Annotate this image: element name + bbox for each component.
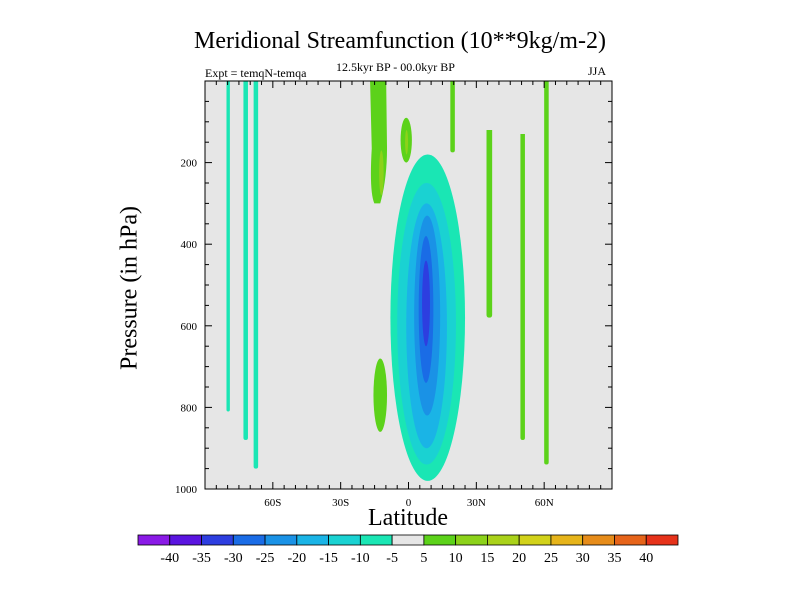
x-tick-label: 60N <box>535 497 554 509</box>
colorbar-swatch <box>487 534 520 546</box>
colorbar-swatch <box>645 534 679 546</box>
colorbar-swatch <box>518 534 552 546</box>
colorbar-label: 15 <box>480 551 494 566</box>
colorbar-label: 20 <box>512 551 526 566</box>
contour-region-11-level-5 <box>544 81 549 465</box>
colorbar-label: 40 <box>639 551 653 566</box>
colorbar-swatch <box>455 534 488 546</box>
colorbar-swatch <box>328 534 361 546</box>
contour-region-4-level-10 <box>379 150 384 196</box>
colorbar-swatch <box>550 534 584 546</box>
contour-region-6-level-10 <box>405 129 409 155</box>
colorbar-swatch <box>359 534 393 546</box>
x-tick-label: 60S <box>264 497 281 509</box>
colorbar: -40 -35 -30 -25 -20 -15 -10 -5 5 10 15 20 25 30 35 40 <box>137 534 679 566</box>
chart-subtitle: 12.5kyr BP - 00.0kyr BP <box>336 60 455 74</box>
colorbar-label: -35 <box>192 551 211 566</box>
colorbar-swatch <box>232 534 266 546</box>
x-tick-label: 0 <box>406 497 412 509</box>
contour-region-2-level--5 <box>253 81 259 469</box>
contour-region-10-level-5 <box>520 134 525 441</box>
y-tick-label: 600 <box>181 321 198 333</box>
x-axis-label: Latitude <box>368 505 448 531</box>
y-tick-label: 800 <box>181 402 198 414</box>
colorbar-label: 5 <box>420 551 427 566</box>
contour-region-8-level-5 <box>373 358 388 432</box>
contour-region-17-level--30 <box>422 260 430 347</box>
colorbar-swatch <box>137 534 171 546</box>
colorbar-label: 30 <box>576 551 590 566</box>
colorbar-swatch <box>582 534 615 546</box>
colorbar-swatch <box>296 534 329 546</box>
y-tick-label: 400 <box>181 239 198 251</box>
colorbar-label: -5 <box>386 551 398 566</box>
colorbar-label: -25 <box>256 551 275 566</box>
colorbar-swatch <box>423 534 457 546</box>
colorbar-swatch <box>264 534 298 546</box>
colorbar-label: -10 <box>351 551 370 566</box>
y-axis: 200 400 600 800 1000 <box>175 100 612 496</box>
experiment-label: Expt = temqN-temqa <box>205 66 307 80</box>
colorbar-label: 10 <box>449 551 463 566</box>
colorbar-label: -30 <box>224 551 243 566</box>
colorbar-label: 35 <box>607 551 621 566</box>
contour-region-9-level-5 <box>486 129 493 318</box>
chart-title: Meridional Streamfunction (10**9kg/m-2) <box>194 28 606 54</box>
contour-region-7-level-5 <box>450 81 455 153</box>
colorbar-label: -40 <box>160 551 179 566</box>
season-label: JJA <box>588 64 607 78</box>
x-tick-label: 30N <box>467 497 486 509</box>
y-tick-label: 1000 <box>175 484 198 496</box>
contour-region-0-level--5 <box>226 81 230 412</box>
y-tick-label: 200 <box>181 158 198 170</box>
x-axis: 60S 30S 0 30N 60N <box>204 81 613 509</box>
colorbar-swatch <box>169 534 202 546</box>
contour-fills <box>226 81 549 481</box>
colorbar-label: -15 <box>319 551 338 566</box>
contour-region-1-level--5 <box>243 81 248 441</box>
colorbar-label: 25 <box>544 551 558 566</box>
x-tick-label: 30S <box>332 497 349 509</box>
colorbar-swatch <box>201 534 234 546</box>
colorbar-label: -20 <box>287 551 306 566</box>
colorbar-swatch <box>391 534 425 546</box>
colorbar-swatch <box>614 534 647 546</box>
